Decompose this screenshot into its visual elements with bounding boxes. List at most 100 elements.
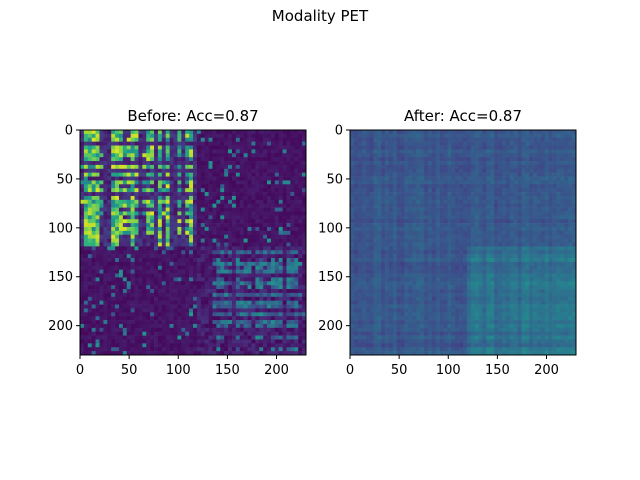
- heatmap-cell: [267, 323, 272, 329]
- heatmap-cell: [185, 246, 190, 251]
- heatmap-cell: [381, 234, 386, 239]
- heatmap-cell: [107, 292, 112, 298]
- heatmap-cell: [431, 149, 437, 154]
- heatmap-cell: [196, 203, 202, 208]
- heatmap-cell: [231, 141, 237, 146]
- heatmap-cell: [173, 347, 178, 352]
- heatmap-cell: [463, 215, 468, 220]
- heatmap-cell: [80, 234, 85, 239]
- heatmap-cell: [243, 285, 248, 290]
- heatmap-cell: [122, 164, 128, 170]
- heatmap-cell: [208, 157, 213, 162]
- heatmap-cell: [298, 265, 303, 270]
- heatmap-cell: [103, 145, 108, 150]
- heatmap-cell: [165, 331, 170, 336]
- heatmap-cell: [474, 195, 479, 201]
- heatmap-cell: [564, 137, 569, 142]
- heatmap-cell: [369, 161, 374, 166]
- heatmap-cell: [353, 234, 359, 239]
- heatmap-cell: [157, 339, 163, 344]
- heatmap-cell: [267, 234, 272, 239]
- heatmap-cell: [404, 149, 409, 154]
- heatmap-cell: [267, 192, 272, 197]
- heatmap-cell: [177, 184, 182, 189]
- heatmap-cell: [302, 246, 307, 251]
- heatmap-cell: [181, 289, 186, 294]
- heatmap-cell: [259, 130, 264, 135]
- heatmap-cell: [572, 172, 577, 177]
- heatmap-cell: [196, 343, 202, 348]
- heatmap-cell: [83, 327, 89, 333]
- heatmap-cell: [274, 195, 280, 201]
- heatmap-cell: [204, 141, 209, 146]
- heatmap-cell: [115, 242, 120, 247]
- heatmap-cell: [196, 300, 202, 305]
- heatmap-cell: [208, 308, 213, 313]
- heatmap-cell: [200, 308, 205, 313]
- heatmap-cell: [263, 137, 268, 142]
- heatmap-cell: [208, 168, 213, 173]
- heatmap-cell: [247, 351, 252, 356]
- heatmap-cell: [505, 164, 511, 170]
- heatmap-cell: [224, 281, 229, 286]
- heatmap-cell: [134, 180, 139, 185]
- heatmap-cell: [274, 203, 280, 208]
- heatmap-cell: [134, 281, 139, 286]
- heatmap-cell: [130, 281, 135, 286]
- heatmap-cell: [474, 153, 479, 158]
- heatmap-cell: [361, 153, 366, 158]
- heatmap-cell: [154, 316, 159, 321]
- heatmap-cell: [154, 133, 159, 139]
- heatmap-cell: [126, 238, 131, 243]
- heatmap-cell: [369, 219, 374, 224]
- heatmap-cell: [204, 265, 209, 270]
- heatmap-cell: [490, 195, 495, 201]
- heatmap-cell: [478, 145, 483, 150]
- heatmap-cell: [482, 133, 487, 139]
- heatmap-cell: [420, 230, 425, 236]
- heatmap-cell: [373, 199, 378, 205]
- heatmap-cell: [560, 149, 565, 154]
- heatmap-cell: [263, 292, 268, 298]
- heatmap-cell: [126, 242, 131, 247]
- heatmap-cell: [200, 347, 205, 352]
- heatmap-cell: [494, 234, 499, 239]
- heatmap-cell: [228, 223, 233, 228]
- heatmap-cell: [138, 172, 143, 177]
- heatmap-cell: [517, 215, 522, 220]
- heatmap-cell: [99, 296, 104, 301]
- heatmap-cell: [87, 285, 92, 290]
- heatmap-cell: [200, 320, 205, 325]
- heatmap-cell: [494, 226, 499, 232]
- heatmap-cell: [494, 230, 499, 236]
- heatmap-cell: [111, 300, 116, 305]
- heatmap-cell: [169, 203, 174, 208]
- heatmap-cell: [161, 238, 167, 243]
- heatmap-cell: [87, 246, 92, 251]
- heatmap-cell: [107, 226, 112, 232]
- heatmap-cell: [196, 351, 202, 356]
- heatmap-cell: [189, 157, 194, 162]
- heatmap-cell: [208, 215, 213, 220]
- heatmap-cell: [154, 292, 159, 298]
- heatmap-cell: [130, 234, 135, 239]
- heatmap-cell: [400, 184, 405, 189]
- heatmap-cell: [239, 327, 244, 333]
- heatmap-cell: [231, 157, 237, 162]
- heatmap-cell: [290, 192, 295, 197]
- heatmap-cell: [509, 164, 514, 170]
- heatmap-cell: [99, 281, 104, 286]
- heatmap-cell: [91, 316, 96, 321]
- heatmap-cell: [294, 130, 299, 135]
- heatmap-cell: [267, 230, 272, 236]
- heatmap-cell: [87, 180, 92, 185]
- heatmap-cell: [118, 250, 124, 255]
- heatmap-cell: [251, 195, 256, 201]
- heatmap-cell: [459, 137, 464, 142]
- heatmap-cell: [87, 172, 92, 177]
- heatmap-cell: [91, 351, 96, 356]
- heatmap-cell: [118, 323, 124, 329]
- y-tick-label: 150: [48, 270, 73, 285]
- heatmap-cell: [294, 168, 299, 173]
- heatmap-cell: [103, 141, 108, 146]
